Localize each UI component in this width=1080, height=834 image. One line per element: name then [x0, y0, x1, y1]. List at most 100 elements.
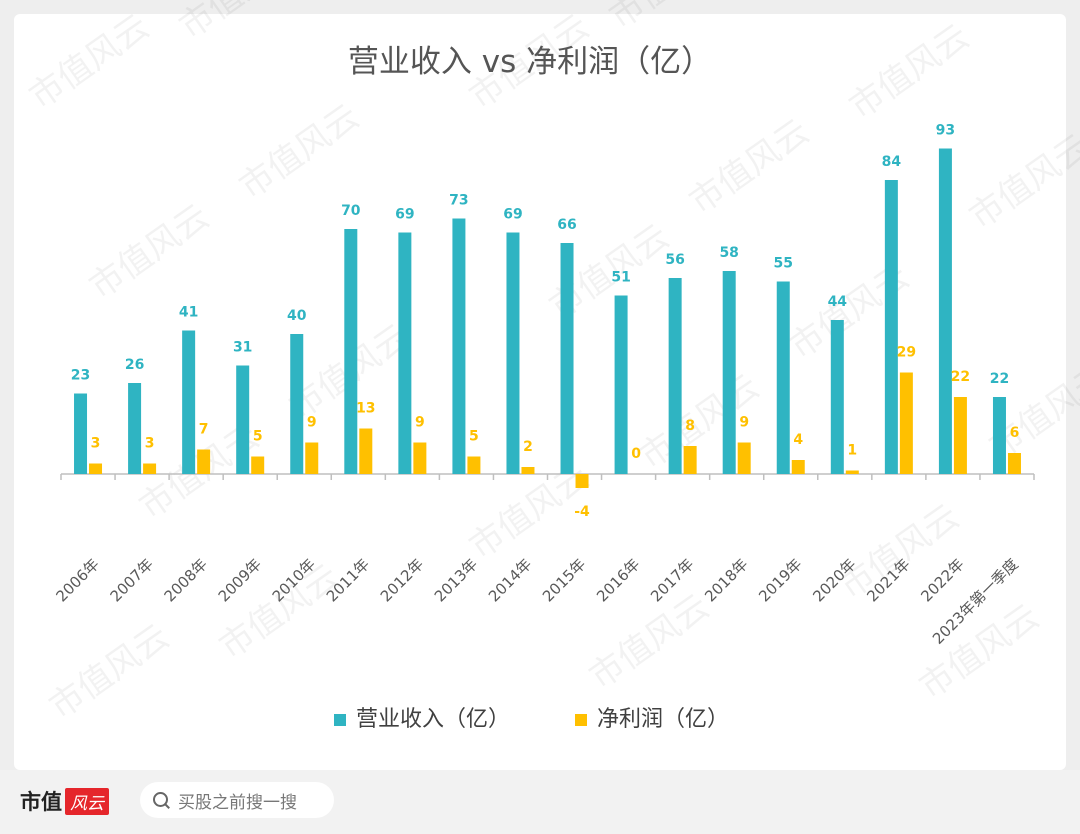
revenue-bar — [74, 393, 88, 474]
brand-logo[interactable]: 市值 风云 — [20, 786, 109, 816]
watermark-text: 市值风云 — [172, 0, 306, 47]
watermark-text: 市值风云 — [232, 97, 366, 208]
profit-bar — [683, 446, 697, 474]
profit-bar — [521, 467, 535, 474]
profit-bar — [143, 463, 157, 474]
revenue-data-label: 41 — [179, 305, 198, 321]
revenue-data-label: 66 — [557, 217, 576, 233]
revenue-data-label: 84 — [882, 154, 902, 170]
profit-data-label: 4 — [793, 432, 803, 448]
revenue-bar — [290, 334, 304, 474]
revenue-data-label: 51 — [611, 270, 630, 286]
watermark-text: 市值风云 — [832, 497, 966, 608]
x-tick-label: 2015年 — [539, 555, 589, 605]
watermark-text: 市值风云 — [962, 127, 1080, 238]
profit-data-label: 29 — [897, 345, 916, 361]
revenue-data-label: 40 — [287, 308, 307, 324]
profit-data-label: 0 — [631, 446, 641, 462]
x-tick-label: 2016年 — [593, 555, 643, 605]
revenue-bar — [722, 271, 736, 474]
x-tick-label: 2008年 — [161, 555, 211, 605]
profit-data-label: 1 — [847, 443, 857, 459]
revenue-data-label: 73 — [449, 193, 468, 209]
x-tick-label: 2009年 — [215, 555, 265, 605]
watermark-text: 市值风云 — [682, 112, 816, 223]
revenue-bar — [236, 365, 250, 474]
revenue-bar — [884, 180, 898, 474]
profit-data-label: 2 — [523, 439, 533, 455]
profit-bar — [359, 428, 373, 474]
revenue-bar — [128, 383, 142, 474]
profit-bar — [197, 449, 211, 474]
revenue-bar — [614, 295, 628, 474]
watermark-text: 市值风云 — [842, 17, 976, 128]
profit-bar — [575, 474, 589, 488]
profit-bar — [1007, 453, 1021, 474]
profit-bar — [899, 372, 913, 474]
profit-bar — [737, 442, 751, 474]
profit-bar — [791, 460, 805, 474]
x-tick-label: 2014年 — [485, 555, 535, 605]
search-icon — [152, 791, 170, 809]
x-tick-label: 2022年 — [917, 555, 967, 605]
watermark-text: 市值风云 — [602, 0, 736, 37]
profit-data-label: 6 — [1010, 425, 1020, 441]
brand-badge: 风云 — [65, 787, 109, 815]
x-tick-label: 2018年 — [701, 555, 751, 605]
x-tick-label: 2007年 — [107, 555, 157, 605]
profit-data-label: 13 — [356, 401, 375, 417]
profit-bar — [89, 463, 103, 474]
profit-bar — [413, 442, 427, 474]
revenue-data-label: 69 — [395, 207, 414, 223]
profit-data-label: 3 — [145, 436, 155, 452]
watermark-text: 市值风云 — [912, 597, 1046, 708]
revenue-bar — [992, 397, 1006, 474]
brand-text: 市值 — [20, 789, 62, 814]
revenue-data-label: 58 — [719, 245, 738, 261]
revenue-bar — [398, 232, 412, 474]
revenue-bar — [344, 229, 358, 474]
watermark-text: 市值风云 — [42, 617, 176, 728]
revenue-bar — [182, 330, 196, 474]
profit-bar — [467, 456, 481, 474]
revenue-data-label: 44 — [828, 294, 848, 310]
legend-label-profit: 净利润（亿） — [597, 707, 729, 732]
legend-label-revenue: 营业收入（亿） — [356, 707, 510, 732]
legend-swatch-revenue — [334, 714, 346, 726]
revenue-data-label: 93 — [936, 123, 955, 139]
revenue-data-label: 56 — [665, 252, 684, 268]
profit-bar — [305, 442, 319, 474]
profit-data-label: 7 — [199, 422, 209, 438]
profit-data-label: 22 — [951, 369, 970, 385]
profit-data-label: 9 — [739, 415, 749, 431]
profit-bar — [845, 470, 859, 474]
x-tick-label: 2019年 — [755, 555, 805, 605]
profit-data-label: 9 — [307, 415, 317, 431]
profit-bar — [953, 397, 967, 474]
revenue-data-label: 26 — [125, 357, 144, 373]
revenue-bar — [560, 243, 574, 474]
x-tick-label: 2006年 — [53, 555, 103, 605]
revenue-data-label: 22 — [990, 371, 1009, 387]
profit-data-label: 8 — [685, 418, 695, 434]
chart-title: 营业收入 vs 净利润（亿） — [348, 44, 712, 80]
profit-data-label: 5 — [469, 429, 479, 445]
revenue-data-label: 31 — [233, 340, 252, 356]
revenue-bar — [938, 148, 952, 474]
legend-swatch-profit — [575, 714, 587, 726]
profit-data-label: 9 — [415, 415, 425, 431]
revenue-bar — [668, 278, 682, 474]
revenue-data-label: 69 — [503, 207, 522, 223]
search-placeholder: 买股之前搜一搜 — [178, 792, 297, 813]
watermark-text: 市值风云 — [212, 557, 346, 668]
revenue-bar — [776, 281, 790, 474]
revenue-data-label: 23 — [71, 368, 90, 384]
x-tick-label: 2013年 — [431, 555, 481, 605]
profit-bar — [251, 456, 265, 474]
profit-data-label: 3 — [91, 436, 101, 452]
revenue-bar — [830, 320, 844, 474]
search-box[interactable]: 买股之前搜一搜 — [140, 782, 334, 818]
profit-data-label: -4 — [574, 504, 590, 520]
watermark-text: 市值风云 — [82, 197, 216, 308]
